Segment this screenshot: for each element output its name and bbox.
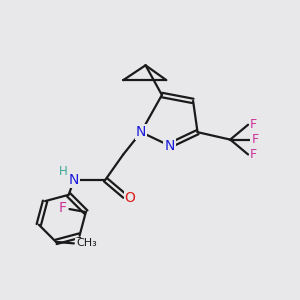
Text: N: N [136, 125, 146, 139]
Text: F: F [250, 148, 257, 161]
Text: F: F [250, 118, 257, 131]
Text: N: N [68, 173, 79, 187]
Text: CH₃: CH₃ [76, 238, 97, 248]
Text: N: N [164, 139, 175, 152]
Text: F: F [59, 201, 67, 214]
Text: H: H [58, 165, 67, 178]
Text: F: F [251, 133, 259, 146]
Text: O: O [124, 191, 136, 206]
